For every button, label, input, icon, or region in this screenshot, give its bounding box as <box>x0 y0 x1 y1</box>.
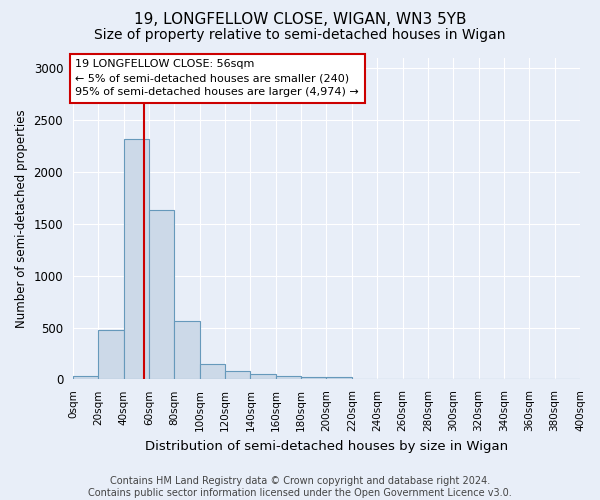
Bar <box>326 378 352 380</box>
Bar <box>225 371 250 380</box>
Bar <box>149 210 175 380</box>
Y-axis label: Number of semi-detached properties: Number of semi-detached properties <box>15 109 28 328</box>
Text: 19, LONGFELLOW CLOSE, WIGAN, WN3 5YB: 19, LONGFELLOW CLOSE, WIGAN, WN3 5YB <box>134 12 466 28</box>
Text: 19 LONGFELLOW CLOSE: 56sqm
← 5% of semi-detached houses are smaller (240)
95% of: 19 LONGFELLOW CLOSE: 56sqm ← 5% of semi-… <box>76 59 359 97</box>
Bar <box>250 374 276 380</box>
Bar <box>276 376 301 380</box>
Bar <box>175 322 200 380</box>
Bar <box>73 376 98 380</box>
Bar <box>200 364 225 380</box>
Bar <box>301 378 326 380</box>
Text: Size of property relative to semi-detached houses in Wigan: Size of property relative to semi-detach… <box>94 28 506 42</box>
Bar <box>98 330 124 380</box>
X-axis label: Distribution of semi-detached houses by size in Wigan: Distribution of semi-detached houses by … <box>145 440 508 452</box>
Text: Contains HM Land Registry data © Crown copyright and database right 2024.
Contai: Contains HM Land Registry data © Crown c… <box>88 476 512 498</box>
Bar <box>124 138 149 380</box>
